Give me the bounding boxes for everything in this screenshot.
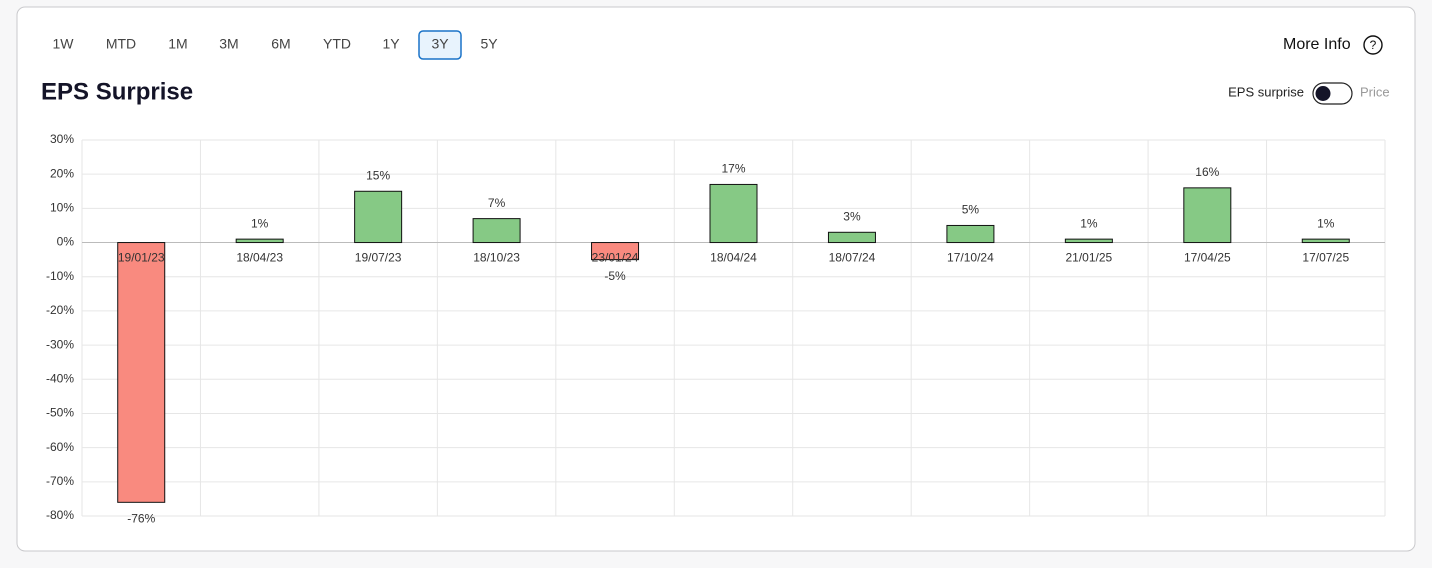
value-label: -5% xyxy=(604,269,626,283)
bar xyxy=(235,238,284,244)
more-info[interactable]: More Info xyxy=(1283,36,1351,53)
y-tick-label: -20% xyxy=(46,303,74,317)
bar xyxy=(1183,187,1232,244)
tab[interactable]: 3Y xyxy=(431,36,449,52)
value-label: 5% xyxy=(962,203,980,217)
x-tick-label: 17/10/24 xyxy=(947,251,994,265)
value-label: -76% xyxy=(127,511,155,525)
value-label: 1% xyxy=(251,216,269,230)
tab[interactable]: 1M xyxy=(168,36,187,52)
tab[interactable]: 1W xyxy=(53,36,75,52)
x-tick-label: 19/01/23 xyxy=(118,251,165,265)
tab[interactable]: 5Y xyxy=(480,36,498,52)
value-label: 16% xyxy=(1195,165,1219,179)
bar xyxy=(946,224,995,244)
value-label: 15% xyxy=(366,168,390,182)
value-label: 17% xyxy=(721,162,745,176)
tab[interactable]: 1Y xyxy=(382,36,400,52)
tab[interactable]: YTD xyxy=(323,36,351,52)
value-label: 1% xyxy=(1317,216,1335,230)
bar xyxy=(591,242,640,261)
help-icon[interactable]: ? xyxy=(1370,38,1377,52)
x-tick-label: 17/04/25 xyxy=(1184,251,1231,265)
y-tick-label: 10% xyxy=(50,201,74,215)
value-label: 7% xyxy=(488,196,506,210)
tab[interactable]: 3M xyxy=(219,36,238,52)
bar xyxy=(709,183,758,244)
y-tick-label: -70% xyxy=(46,474,74,488)
y-tick-label: -30% xyxy=(46,337,74,351)
tab[interactable]: MTD xyxy=(106,36,136,52)
y-tick-label: 30% xyxy=(50,132,74,146)
bar xyxy=(1064,238,1113,244)
x-tick-label: 21/01/25 xyxy=(1066,251,1113,265)
y-tick-label: -80% xyxy=(46,508,74,522)
x-tick-label: 18/07/24 xyxy=(829,251,876,265)
bar xyxy=(472,218,521,244)
bar xyxy=(354,190,403,244)
value-label: 3% xyxy=(843,209,861,223)
x-tick-label: 18/04/23 xyxy=(236,251,283,265)
y-tick-label: -60% xyxy=(46,440,74,454)
chart-title: EPS Surprise xyxy=(41,78,193,105)
help-icon-circle[interactable] xyxy=(1363,35,1383,55)
card xyxy=(16,6,1416,552)
y-tick-label: 20% xyxy=(50,166,74,180)
x-tick-label: 23/01/24 xyxy=(592,251,639,265)
bar xyxy=(1301,238,1350,244)
toggle-right-label[interactable]: Price xyxy=(1360,84,1390,99)
tab[interactable]: 6M xyxy=(271,36,290,52)
value-label: 1% xyxy=(1080,216,1098,230)
y-tick-label: -40% xyxy=(46,371,74,385)
y-tick-label: 0% xyxy=(57,235,75,249)
y-tick-label: -50% xyxy=(46,406,74,420)
bar xyxy=(827,231,876,244)
x-tick-label: 19/07/23 xyxy=(355,251,402,265)
toggle-knob[interactable] xyxy=(1315,86,1331,101)
tab-active-box[interactable] xyxy=(418,30,462,60)
x-tick-label: 17/07/25 xyxy=(1302,251,1349,265)
x-tick-label: 18/04/24 xyxy=(710,251,757,265)
y-tick-label: -10% xyxy=(46,269,74,283)
bar xyxy=(117,242,166,503)
toggle-left-label[interactable]: EPS surprise xyxy=(1228,84,1304,99)
x-tick-label: 18/10/23 xyxy=(473,251,520,265)
